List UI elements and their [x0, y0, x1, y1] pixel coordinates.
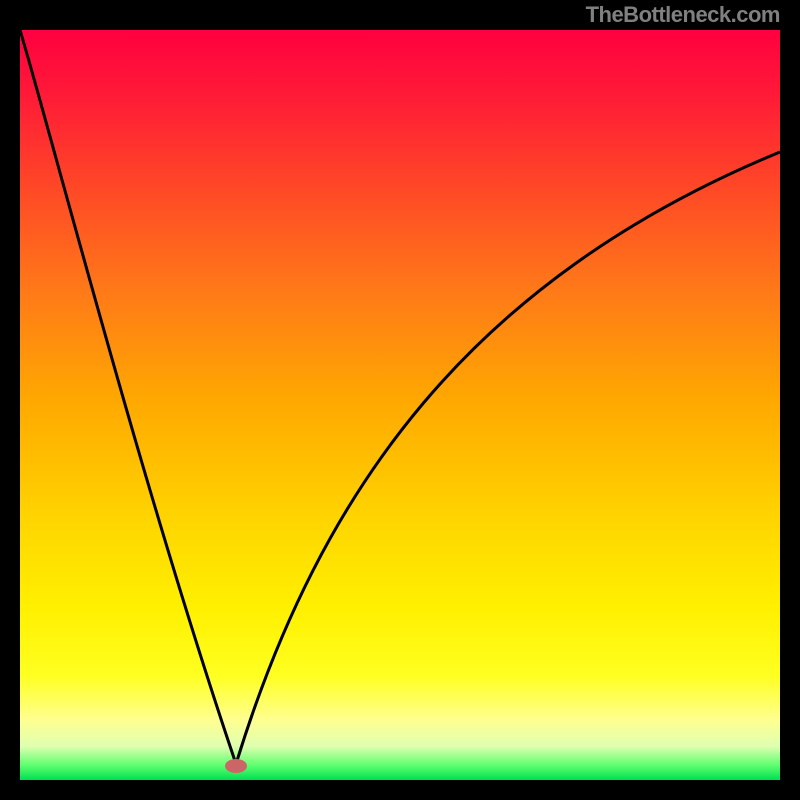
gradient-background	[20, 30, 780, 780]
chart-frame: TheBottleneck.com	[0, 0, 800, 800]
optimum-marker	[225, 759, 247, 773]
bottleneck-curve-chart	[20, 30, 780, 780]
watermark-text: TheBottleneck.com	[586, 2, 780, 28]
